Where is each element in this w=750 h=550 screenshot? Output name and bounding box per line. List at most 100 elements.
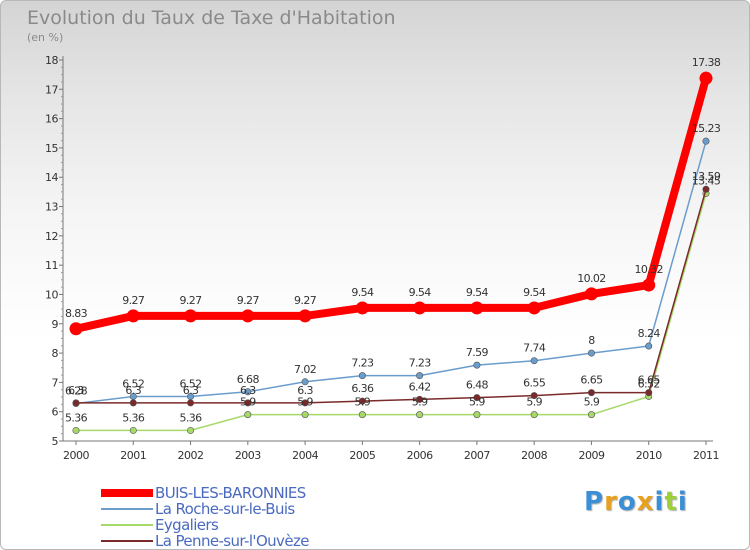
data-point <box>129 399 137 407</box>
data-label: 7.23 <box>409 357 432 370</box>
data-label: 5.9 <box>469 396 485 409</box>
y-tick-label: 18 <box>45 54 58 67</box>
data-label: 13.45 <box>692 174 721 187</box>
x-tick-label: 2007 <box>464 449 490 462</box>
data-label: 17.38 <box>692 56 721 69</box>
data-point <box>702 137 710 145</box>
unit-label: (en %) <box>27 31 64 44</box>
series-line <box>72 74 710 333</box>
data-label: 6.52 <box>638 377 660 390</box>
legend-swatch-penne <box>101 540 153 542</box>
data-point <box>473 411 481 419</box>
y-tick-label: 10 <box>45 288 58 301</box>
data-point <box>416 411 424 419</box>
legend-item: La Penne-sur-l'Ouvèze <box>101 532 421 549</box>
data-point <box>355 301 369 315</box>
data-label: 5.9 <box>355 396 371 409</box>
data-label: 7.59 <box>466 346 489 359</box>
data-label: 5.9 <box>584 396 600 409</box>
data-point <box>530 411 538 419</box>
data-label: 9.27 <box>179 294 202 307</box>
data-point <box>587 349 595 357</box>
data-label: 6.3 <box>240 384 256 397</box>
data-label: 6.28 <box>65 384 88 397</box>
y-tick-label: 15 <box>45 142 58 155</box>
data-point <box>72 426 80 434</box>
data-point <box>645 342 653 350</box>
series-line <box>75 192 707 432</box>
data-point <box>301 399 309 407</box>
data-label: 6.36 <box>351 382 374 395</box>
data-label: 15.23 <box>692 122 721 135</box>
data-point <box>416 372 424 380</box>
y-tick-label: 6 <box>52 406 59 419</box>
data-point <box>470 301 484 315</box>
chart-title: Evolution du Taux de Taxe d'Habitation <box>27 7 396 29</box>
data-label: 10.02 <box>577 272 606 285</box>
x-tick-label: 2003 <box>235 449 261 462</box>
data-label: 9.27 <box>294 294 317 307</box>
data-label: 8.24 <box>638 327 661 340</box>
brand-letter: r <box>604 487 618 517</box>
legend-swatch-eygaliers <box>101 524 153 526</box>
data-label: 6.48 <box>466 379 489 392</box>
data-point <box>642 278 656 292</box>
data-point <box>527 301 541 315</box>
data-point <box>587 411 595 419</box>
data-label: 5.36 <box>122 411 145 424</box>
data-label: 5.9 <box>240 396 256 409</box>
data-label: 6.65 <box>580 374 603 387</box>
x-tick-label: 2001 <box>120 449 146 462</box>
x-tick-label: 2000 <box>63 449 89 462</box>
data-point <box>645 389 653 397</box>
data-label: 6.42 <box>409 380 431 393</box>
data-point <box>126 309 140 323</box>
x-tick-label: 2005 <box>349 449 375 462</box>
data-point <box>473 361 481 369</box>
data-label: 6.65 <box>638 374 661 387</box>
data-point <box>358 411 366 419</box>
x-tick-label: 2002 <box>178 449 204 462</box>
legend-label: Eygaliers <box>155 516 219 534</box>
data-label: 6.3 <box>297 384 313 397</box>
brand-letter: i <box>677 487 688 517</box>
y-tick-label: 14 <box>45 171 58 184</box>
data-point <box>530 392 538 400</box>
data-label: 6.3 <box>183 384 199 397</box>
legend-item: La Roche-sur-le-Buis <box>101 500 421 518</box>
data-label: 13.59 <box>692 170 721 183</box>
data-point <box>244 388 252 396</box>
x-tick-label: 2011 <box>693 449 719 462</box>
data-label: 7.02 <box>294 363 316 376</box>
data-label: 5.9 <box>297 396 313 409</box>
brand-letter: t <box>664 487 678 517</box>
data-label: 7.23 <box>351 357 374 370</box>
data-label: 9.54 <box>523 286 546 299</box>
data-point <box>358 372 366 380</box>
data-label: 6.52 <box>122 377 144 390</box>
legend-swatch-roche <box>101 508 153 510</box>
y-tick-label: 17 <box>45 83 58 96</box>
data-label: 6.68 <box>237 373 260 386</box>
data-label: 9.27 <box>122 294 145 307</box>
y-tick-label: 13 <box>45 201 58 214</box>
data-point <box>702 185 710 193</box>
data-point <box>69 322 83 336</box>
x-tick-label: 2006 <box>407 449 433 462</box>
y-tick-label: 8 <box>52 347 59 360</box>
data-label: 5.9 <box>526 396 542 409</box>
brand-letter: P <box>584 487 605 517</box>
data-label: 8 <box>588 334 595 347</box>
x-tick-label: 2009 <box>578 449 604 462</box>
data-point <box>129 426 137 434</box>
data-point <box>413 301 427 315</box>
data-point <box>473 394 481 402</box>
data-point <box>416 395 424 403</box>
x-tick-label: 2004 <box>292 449 318 462</box>
data-point <box>301 378 309 386</box>
brand-letter: o <box>617 487 637 517</box>
data-label: 9.54 <box>409 286 432 299</box>
legend-swatch-buis <box>101 489 153 497</box>
data-label: 6.52 <box>179 377 201 390</box>
y-tick-label: 5 <box>52 435 59 448</box>
